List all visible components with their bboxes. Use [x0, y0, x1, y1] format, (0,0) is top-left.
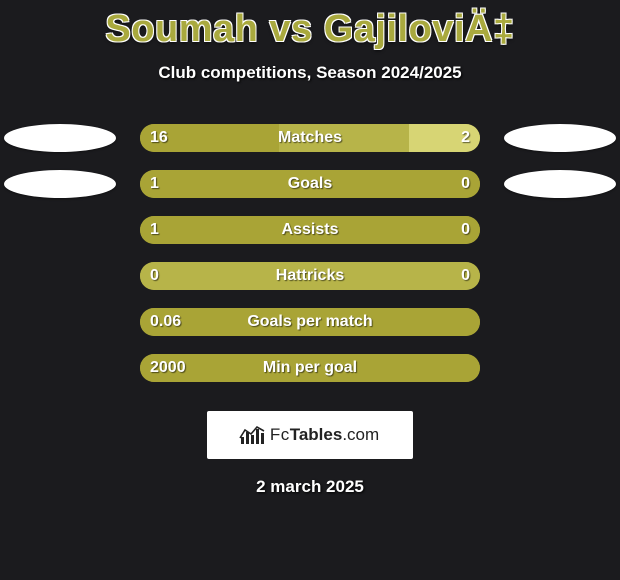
- brand-fc: Fc: [270, 425, 290, 444]
- stat-value-left: 0: [150, 267, 159, 285]
- title-player-left: Soumah: [105, 8, 258, 50]
- stat-rows: 16 2 Matches 1 0 Goals 1 0 Assists 0 0 Hattricks 0.0…: [0, 115, 620, 391]
- brand-logo-icon: [241, 426, 264, 444]
- title-vs: vs: [269, 8, 312, 50]
- stat-label: Goals: [288, 175, 332, 193]
- page-title: Soumah vs GajiloviÄ‡: [0, 0, 620, 51]
- comparison-infographic: Soumah vs GajiloviÄ‡ Club competitions, …: [0, 0, 620, 580]
- brand-badge: FcTables.com: [207, 411, 413, 459]
- stat-value-right: 0: [461, 221, 470, 239]
- footer-date: 2 march 2025: [0, 477, 620, 497]
- stat-value-right: 0: [461, 267, 470, 285]
- stat-row: 0 0 Hattricks: [0, 253, 620, 299]
- stat-label: Min per goal: [263, 359, 357, 377]
- stat-value-left: 1: [150, 175, 159, 193]
- stat-row: 0.06 Goals per match: [0, 299, 620, 345]
- stat-label: Assists: [282, 221, 339, 239]
- player-photo-left: [4, 170, 116, 198]
- stat-value-left: 1: [150, 221, 159, 239]
- stat-value-right: 2: [461, 129, 470, 147]
- stat-row: 2000 Min per goal: [0, 345, 620, 391]
- stat-row: 1 0 Goals: [0, 161, 620, 207]
- stat-value-left: 0.06: [150, 313, 181, 331]
- player-photo-left: [4, 124, 116, 152]
- subtitle: Club competitions, Season 2024/2025: [0, 63, 620, 83]
- player-photo-right: [504, 170, 616, 198]
- stat-value-right: 0: [461, 175, 470, 193]
- brand-logo-line-icon: [239, 424, 265, 440]
- stat-label: Hattricks: [276, 267, 344, 285]
- stat-value-left: 16: [150, 129, 168, 147]
- brand-tables: Tables: [290, 425, 343, 444]
- stat-row: 1 0 Assists: [0, 207, 620, 253]
- stat-label: Matches: [278, 129, 342, 147]
- stat-row: 16 2 Matches: [0, 115, 620, 161]
- stat-value-left: 2000: [150, 359, 186, 377]
- stat-label: Goals per match: [247, 313, 372, 331]
- brand-com: .com: [342, 425, 379, 444]
- title-player-right: GajiloviÄ‡: [324, 8, 515, 50]
- player-photo-right: [504, 124, 616, 152]
- brand-text: FcTables.com: [270, 425, 379, 445]
